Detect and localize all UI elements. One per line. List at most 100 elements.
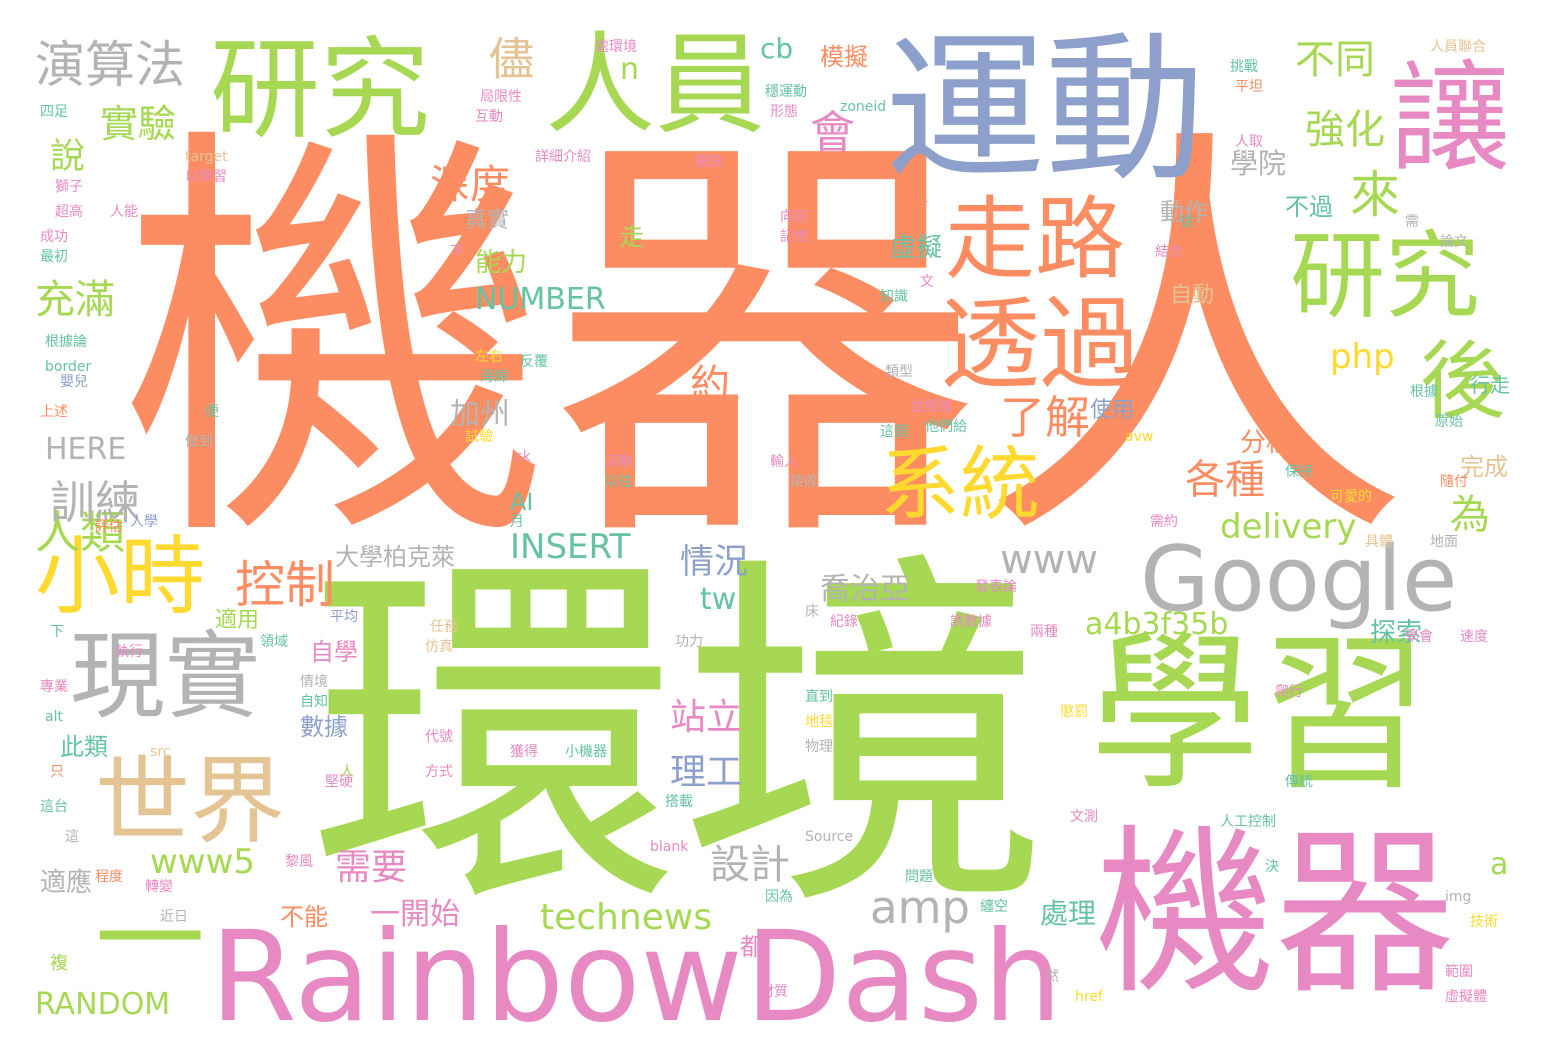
word-cloud-word: 走路: [945, 187, 1125, 292]
word-cloud-word: 為: [1450, 492, 1490, 538]
word-cloud-word: ck: [515, 449, 531, 465]
word-cloud-word: 不同: [1295, 37, 1375, 83]
word-cloud-word: Google: [1140, 527, 1458, 632]
word-cloud-word: 穩運動: [765, 84, 807, 100]
word-cloud-word: 具體: [1365, 534, 1393, 550]
word-cloud-word: 需約: [1150, 514, 1178, 530]
word-cloud-word: 運動: [885, 16, 1206, 203]
word-cloud-word: 地毯: [805, 714, 833, 730]
word-cloud-word: 下: [50, 624, 64, 640]
word-cloud-word: 嬰兒: [60, 374, 88, 390]
word-cloud-word: INSERT: [510, 527, 631, 567]
word-cloud-word: 地面: [1430, 534, 1458, 550]
word-cloud-word: technews: [540, 897, 713, 938]
word-cloud-word: 大學柏克萊: [335, 543, 455, 571]
word-cloud-word: RANDOM: [35, 987, 171, 1022]
word-cloud-word: 控制: [235, 556, 335, 614]
word-cloud-word: 不: [450, 244, 464, 260]
word-cloud-word: avw: [1125, 429, 1154, 445]
word-cloud-word: Dash: [745, 905, 1063, 1050]
word-cloud-word: 結合: [1155, 244, 1183, 260]
word-cloud-word: 方式: [425, 764, 453, 780]
word-cloud-word: 平均: [330, 609, 358, 625]
word-cloud-word: 材質: [760, 984, 788, 1000]
word-cloud-word: 學會: [1405, 629, 1433, 645]
word-cloud-word: 人能: [110, 204, 138, 220]
word-cloud-word: 專業: [40, 679, 68, 695]
word-cloud-word: NUMBER: [475, 282, 606, 317]
word-cloud-word: 獲得: [510, 744, 538, 760]
word-cloud-word: 獅子: [55, 179, 83, 195]
word-cloud-word: 適應: [40, 868, 93, 898]
word-cloud-word: 文測: [1070, 809, 1098, 825]
word-cloud-word: 速度: [1460, 629, 1488, 645]
word-cloud-word: 轉變: [145, 879, 173, 895]
word-cloud-word: 局限性: [480, 89, 522, 105]
word-cloud-word: n: [620, 52, 640, 87]
word-cloud-word: 他們給: [925, 419, 967, 435]
word-cloud-word: 代號: [425, 729, 453, 745]
word-cloud-word: 一開始: [370, 897, 460, 932]
word-cloud-word: 學院: [1230, 147, 1287, 180]
word-cloud-word: 探索: [1370, 618, 1423, 648]
word-cloud-word: 以學習: [185, 169, 227, 185]
word-cloud-word: AI: [510, 488, 534, 516]
word-cloud-word: 根據論: [45, 334, 87, 350]
word-cloud-word: 都: [740, 933, 764, 961]
word-cloud-word: 並根據: [910, 399, 952, 415]
word-cloud-word: 並平: [900, 194, 928, 210]
word-cloud-word: 隨付: [1440, 474, 1468, 490]
word-cloud-word: 成功: [40, 229, 68, 245]
word-cloud-word: 研究: [210, 26, 430, 154]
word-cloud-word: 試驗: [465, 429, 493, 445]
word-cloud-word: 模擬: [820, 43, 868, 71]
word-cloud-word: 行走: [1470, 373, 1510, 397]
word-cloud-word: 人員聯合: [1430, 39, 1486, 55]
word-cloud-word: a4b3f35b: [1085, 607, 1229, 642]
word-cloud-word: 使用: [1090, 398, 1135, 423]
word-cloud-word: 小機器: [565, 744, 607, 760]
word-cloud-word: 輸入: [770, 454, 798, 470]
word-cloud-word: php: [1330, 337, 1395, 377]
word-cloud-word: 自學: [310, 638, 358, 666]
word-cloud-word: 搭載: [665, 794, 693, 810]
word-cloud-word: 根據: [1410, 384, 1438, 400]
word-cloud-word: 情境: [300, 674, 328, 690]
word-cloud-word: 人: [340, 764, 354, 780]
word-cloud-word: 訓練: [50, 476, 141, 529]
word-cloud-word: 自動: [1170, 283, 1215, 308]
word-cloud-word: 接收: [790, 474, 818, 490]
word-cloud-word: target: [185, 149, 228, 165]
word-cloud-word: 誘數據: [950, 614, 992, 630]
word-cloud-word: 功力: [675, 634, 703, 650]
word-cloud-word: 學習: [1090, 616, 1431, 814]
word-cloud-word: 只: [50, 764, 64, 780]
word-cloud-word: 不能: [280, 903, 328, 931]
word-cloud-word: 床: [805, 604, 819, 620]
word-cloud-word: 反覆: [520, 354, 548, 370]
word-cloud-word: 最初: [40, 249, 68, 265]
word-cloud-word: 平坦: [1235, 79, 1263, 95]
word-cloud-word: blank: [650, 839, 689, 855]
word-cloud-word: 需要: [335, 847, 408, 888]
word-cloud-word: 詳細介紹: [535, 149, 591, 165]
word-cloud-word: 紀錄: [830, 614, 858, 630]
word-cloud-word: cb: [760, 32, 794, 65]
word-cloud-word: 系統: [880, 438, 1040, 531]
word-cloud-word: 複: [50, 953, 68, 974]
word-cloud-word: 這個: [880, 424, 908, 440]
word-cloud-word: 約: [690, 362, 730, 408]
word-cloud-word: 懲罰: [1060, 704, 1088, 720]
word-cloud-word: 小時: [35, 528, 206, 627]
word-cloud-word: amp: [870, 881, 970, 934]
word-cloud-word: Source: [805, 829, 854, 845]
word-cloud-word: 傳統: [1285, 774, 1313, 790]
word-cloud-word: 原始: [1435, 414, 1463, 430]
word-cloud-word: 然: [1045, 969, 1059, 985]
word-cloud-word: 真實: [465, 208, 510, 233]
word-cloud-word: 人取: [1235, 134, 1263, 150]
word-cloud-word: 虛擬: [890, 233, 943, 263]
word-cloud-word: 黎風: [285, 854, 313, 870]
word-cloud-word: 左右: [475, 349, 503, 365]
word-cloud-word: 問題: [905, 869, 933, 885]
